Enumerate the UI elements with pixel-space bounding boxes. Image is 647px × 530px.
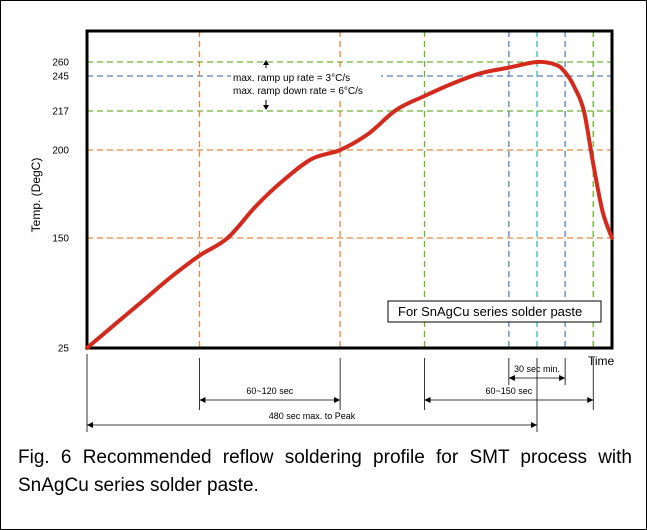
x-axis-label: Time (588, 354, 615, 368)
ramp-rate-annotation: max. ramp up rate = 3°C/s max. ramp down… (231, 60, 381, 110)
y-tick-25: 25 (58, 344, 70, 355)
ramp-down-label: max. ramp down rate = 6°C/s (233, 86, 363, 97)
y-tick-260: 260 (52, 58, 69, 69)
dim-line-60-120-arrow-left (199, 397, 206, 403)
dim-line-30-arrow-right (559, 375, 566, 381)
y-tick-245: 245 (52, 72, 69, 83)
dimension-480-sec-label: 480 sec max. to Peak (269, 411, 356, 421)
ramp-rate-box (231, 70, 381, 98)
paste-label: For SnAgCu series solder paste (398, 304, 582, 319)
paste-label-annotation: For SnAgCu series solder paste (387, 300, 602, 323)
plot-area (85, 29, 614, 350)
ramp-arrowhead-down (263, 105, 269, 110)
ramp-arrowhead-up (263, 60, 269, 65)
dimension-30-sec-label: 30 sec min. (514, 364, 560, 374)
y-tick-217: 217 (52, 107, 69, 118)
dimension-60-150-sec-label: 60~150 sec (485, 386, 532, 396)
y-tick-labels: 25 150 200 217 245 260 (52, 58, 69, 355)
y-tick-150: 150 (52, 234, 69, 245)
y-axis-label: Temp. (DegC) (29, 158, 43, 233)
dim-line-60-150-arrow-left (424, 397, 431, 403)
dim-line-60-150-arrow-right (587, 397, 594, 403)
reflow-chart: 25 150 200 217 245 260 Temp. (DegC) Time max.… (29, 29, 615, 432)
paste-label-box (387, 300, 602, 323)
dim-line-480-arrow-right (531, 422, 537, 428)
dimension-60-120-sec-label: 60~120 sec (246, 386, 293, 396)
time-dimension-marks (86, 354, 594, 432)
y-tick-200: 200 (52, 146, 69, 157)
dim-line-30-arrow-left (508, 375, 515, 381)
dim-line-60-120-arrow-right (334, 397, 341, 403)
dim-line-480-arrow-left (87, 422, 93, 428)
temperature-profile-line (85, 59, 614, 350)
figure-caption: Fig. 6 Recommended reflow soldering prof… (18, 447, 632, 496)
ramp-up-label: max. ramp up rate = 3°C/s (233, 73, 350, 84)
